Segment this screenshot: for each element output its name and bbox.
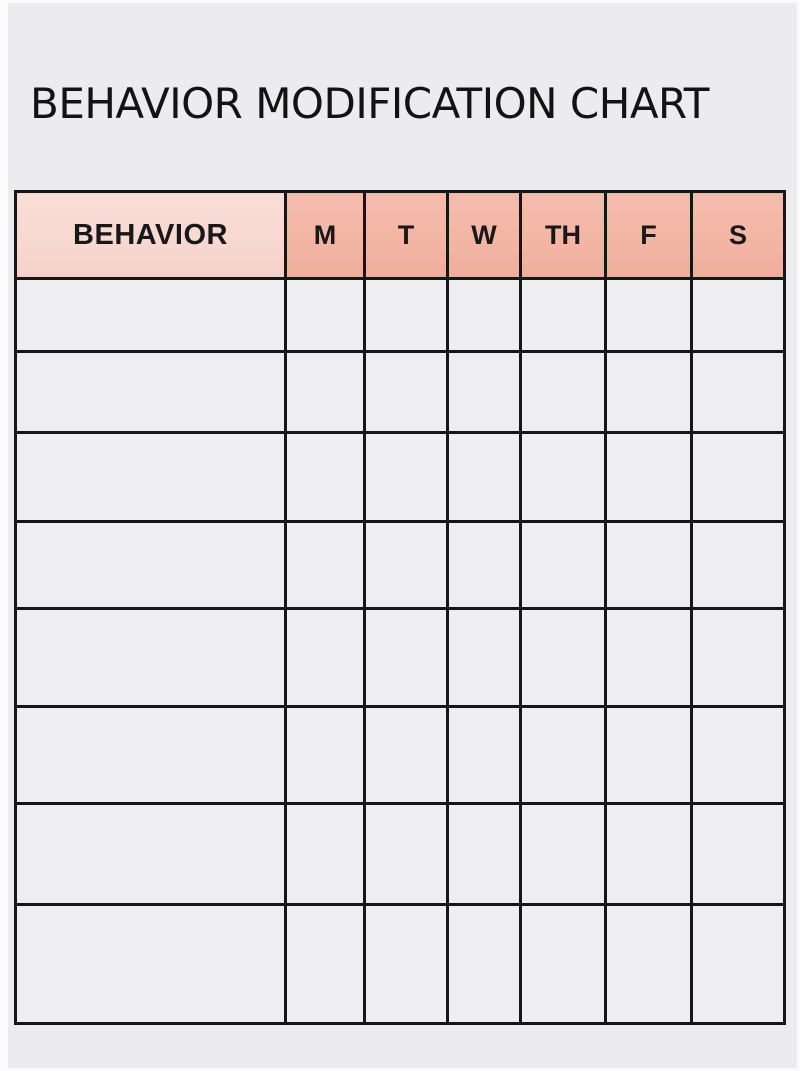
- day-mark-cell: [604, 903, 693, 1025]
- day-mark-cell: [446, 350, 522, 434]
- day-mark-cell: [690, 903, 786, 1025]
- day-mark-cell: [446, 431, 522, 523]
- day-mark-cell: [690, 705, 786, 805]
- day-mark-cell: [519, 705, 607, 805]
- table-row: [14, 705, 786, 805]
- day-mark-cell: [604, 607, 693, 708]
- day-mark-cell: [604, 431, 693, 523]
- day-mark-cell: [284, 431, 366, 523]
- day-mark-cell: [604, 520, 693, 610]
- day-mark-cell: [519, 350, 607, 434]
- day-mark-cell: [446, 705, 522, 805]
- day-mark-cell: [284, 705, 366, 805]
- day-mark-cell: [446, 802, 522, 906]
- table-row: [14, 350, 786, 434]
- table-row: [14, 431, 786, 523]
- day-mark-cell: [284, 520, 366, 610]
- behavior-table: BEHAVIOR M T W TH F S: [14, 190, 786, 1025]
- day-mark-cell: [690, 350, 786, 434]
- table-body: [14, 277, 786, 1025]
- day-mark-cell: [363, 350, 449, 434]
- day-mark-cell: [284, 802, 366, 906]
- table-row: [14, 520, 786, 610]
- day-mark-cell: [446, 607, 522, 708]
- chart-page: BEHAVIOR MODIFICATION CHART BEHAVIOR M T…: [8, 3, 797, 1068]
- day-mark-cell: [604, 802, 693, 906]
- table-row: [14, 903, 786, 1025]
- day-mark-cell: [363, 802, 449, 906]
- day-mark-cell: [284, 903, 366, 1025]
- day-mark-cell: [690, 607, 786, 708]
- day-mark-cell: [363, 903, 449, 1025]
- day-mark-cell: [519, 903, 607, 1025]
- column-header-monday: M: [284, 190, 366, 280]
- column-header-behavior: BEHAVIOR: [14, 190, 287, 280]
- day-mark-cell: [690, 277, 786, 353]
- day-mark-cell: [604, 277, 693, 353]
- page-title: BEHAVIOR MODIFICATION CHART: [30, 79, 709, 128]
- column-header-thursday: TH: [519, 190, 607, 280]
- day-mark-cell: [519, 802, 607, 906]
- behavior-name-cell: [14, 607, 287, 708]
- day-mark-cell: [446, 277, 522, 353]
- day-mark-cell: [604, 350, 693, 434]
- day-mark-cell: [363, 705, 449, 805]
- table-header-row: BEHAVIOR M T W TH F S: [14, 190, 786, 280]
- column-header-saturday: S: [690, 190, 786, 280]
- behavior-name-cell: [14, 705, 287, 805]
- day-mark-cell: [690, 520, 786, 610]
- day-mark-cell: [604, 705, 693, 805]
- day-mark-cell: [284, 607, 366, 708]
- day-mark-cell: [446, 520, 522, 610]
- day-mark-cell: [363, 431, 449, 523]
- behavior-name-cell: [14, 520, 287, 610]
- behavior-name-cell: [14, 802, 287, 906]
- day-mark-cell: [284, 277, 366, 353]
- column-header-friday: F: [604, 190, 693, 280]
- behavior-name-cell: [14, 431, 287, 523]
- day-mark-cell: [519, 607, 607, 708]
- day-mark-cell: [519, 277, 607, 353]
- day-mark-cell: [690, 802, 786, 906]
- day-mark-cell: [446, 903, 522, 1025]
- day-mark-cell: [363, 607, 449, 708]
- column-header-tuesday: T: [363, 190, 449, 280]
- behavior-name-cell: [14, 903, 287, 1025]
- table-row: [14, 802, 786, 906]
- column-header-wednesday: W: [446, 190, 522, 280]
- day-mark-cell: [363, 277, 449, 353]
- day-mark-cell: [284, 350, 366, 434]
- day-mark-cell: [363, 520, 449, 610]
- day-mark-cell: [519, 520, 607, 610]
- behavior-name-cell: [14, 277, 287, 353]
- day-mark-cell: [690, 431, 786, 523]
- table-row: [14, 607, 786, 708]
- behavior-name-cell: [14, 350, 287, 434]
- day-mark-cell: [519, 431, 607, 523]
- table-row: [14, 277, 786, 353]
